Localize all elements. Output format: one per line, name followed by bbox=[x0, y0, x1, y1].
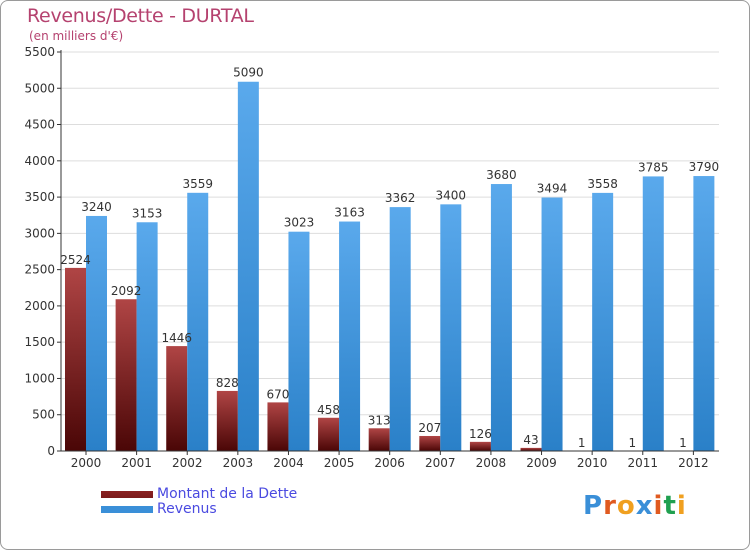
bar-debt-2000 bbox=[65, 267, 86, 451]
label-debt-2009: 43 bbox=[523, 433, 538, 447]
logo-letter: r bbox=[603, 491, 617, 521]
x-tick-label-2001: 2001 bbox=[121, 456, 152, 470]
bar-debt-2001 bbox=[115, 299, 137, 451]
legend: Montant de la Dette Revenus bbox=[101, 487, 297, 517]
legend-item-debt: Montant de la Dette bbox=[101, 487, 297, 502]
label-debt-2000: 2524 bbox=[60, 253, 91, 267]
label-revenue-2003: 5090 bbox=[233, 66, 264, 80]
label-debt-2002: 1446 bbox=[161, 331, 192, 345]
y-tick-label: 0 bbox=[47, 444, 55, 458]
label-debt-2010: 1 bbox=[578, 436, 586, 450]
label-revenue-2011: 3785 bbox=[638, 160, 669, 174]
bar-revenue-2009 bbox=[541, 197, 563, 451]
logo-letter: o bbox=[616, 491, 636, 521]
label-debt-2007: 207 bbox=[418, 421, 441, 435]
x-tick-label-2011: 2011 bbox=[627, 456, 658, 470]
label-revenue-2002: 3559 bbox=[182, 177, 213, 191]
bar-revenue-2000 bbox=[86, 215, 107, 451]
label-revenue-2010: 3558 bbox=[587, 177, 618, 191]
y-tick-label: 2000 bbox=[24, 299, 55, 313]
x-tick-label-2010: 2010 bbox=[577, 456, 608, 470]
bar-debt-2009 bbox=[520, 447, 542, 451]
x-tick-label-2002: 2002 bbox=[172, 456, 203, 470]
y-tick-label: 2500 bbox=[24, 263, 55, 277]
bar-revenue-2001 bbox=[136, 222, 158, 451]
label-revenue-2012: 3790 bbox=[689, 160, 720, 174]
legend-swatch-revenue bbox=[101, 505, 153, 513]
x-tick-label-2012: 2012 bbox=[678, 456, 709, 470]
axes: 0 500 1000 1500 2000 2500 3000 3500 4000 4500 5000… bbox=[24, 45, 719, 470]
bar-debt-2002 bbox=[166, 346, 188, 451]
label-debt-2004: 670 bbox=[267, 387, 290, 401]
bar-revenue-2008 bbox=[490, 184, 512, 452]
label-debt-2006: 313 bbox=[368, 413, 391, 427]
x-tick-label-2006: 2006 bbox=[374, 456, 405, 470]
label-debt-2005: 458 bbox=[317, 403, 340, 417]
bar-revenue-2003 bbox=[237, 81, 259, 451]
x-tick-label-2000: 2000 bbox=[71, 456, 102, 470]
bar-debt-2004 bbox=[267, 402, 289, 451]
y-tick-label: 1500 bbox=[24, 335, 55, 349]
bar-revenue-2007 bbox=[440, 204, 462, 451]
y-tick-label: 1000 bbox=[24, 371, 55, 385]
label-revenue-2000: 3240 bbox=[81, 200, 112, 214]
y-tick-label: 5500 bbox=[24, 45, 55, 59]
chart-title: Revenus/Dette - DURTAL bbox=[27, 5, 254, 27]
bar-revenue-2011 bbox=[642, 176, 664, 451]
bar-revenue-2004 bbox=[288, 231, 310, 451]
bar-debt-2006 bbox=[368, 428, 390, 451]
y-tick-label: 4500 bbox=[24, 118, 55, 132]
y-tick-label: 3000 bbox=[24, 226, 55, 240]
label-debt-2012: 1 bbox=[679, 436, 687, 450]
label-debt-2008: 126 bbox=[469, 427, 492, 441]
bar-revenue-2002 bbox=[187, 192, 209, 451]
label-revenue-2001: 3153 bbox=[132, 206, 163, 220]
label-revenue-2006: 3362 bbox=[385, 191, 416, 205]
legend-swatch-debt bbox=[101, 490, 153, 498]
data-labels: 2524 3240 2092 3153 1446 3559 828 5090 670 3023 45… bbox=[60, 66, 719, 450]
legend-label-revenue: Revenus bbox=[157, 501, 217, 517]
y-tick-label: 4000 bbox=[24, 154, 55, 168]
legend-label-debt: Montant de la Dette bbox=[157, 486, 298, 502]
chart-subtitle: (en milliers d'€) bbox=[29, 29, 124, 43]
x-tick-label-2009: 2009 bbox=[526, 456, 557, 470]
bar-debt-2008 bbox=[469, 441, 491, 451]
x-tick-label-2005: 2005 bbox=[324, 456, 355, 470]
y-tick-label: 5000 bbox=[24, 81, 55, 95]
logo-letter: t bbox=[663, 491, 677, 521]
logo-letter: i bbox=[676, 491, 687, 521]
proxiti-logo: Proxiti bbox=[583, 491, 687, 521]
x-tick-label-2004: 2004 bbox=[273, 456, 304, 470]
y-tick-label: 500 bbox=[32, 408, 55, 422]
bar-revenue-2012 bbox=[693, 176, 715, 451]
bar-debt-2007 bbox=[419, 435, 441, 451]
bar-revenue-2006 bbox=[389, 207, 411, 451]
label-debt-2011: 1 bbox=[628, 436, 636, 450]
x-tick-label-2007: 2007 bbox=[425, 456, 456, 470]
legend-item-revenue: Revenus bbox=[101, 502, 297, 517]
bar-debt-2005 bbox=[318, 417, 340, 451]
bar-revenue-2005 bbox=[339, 221, 361, 451]
bars bbox=[65, 81, 715, 452]
logo-letter: i bbox=[653, 491, 664, 521]
logo-letter: P bbox=[583, 491, 604, 521]
logo-letter: x bbox=[635, 491, 654, 521]
y-tick-label: 3500 bbox=[24, 190, 55, 204]
bar-debt-2003 bbox=[216, 390, 238, 451]
x-tick-label-2008: 2008 bbox=[476, 456, 507, 470]
label-debt-2003: 828 bbox=[216, 376, 239, 390]
x-tick-label-2003: 2003 bbox=[223, 456, 254, 470]
label-revenue-2009: 3494 bbox=[537, 182, 568, 196]
label-revenue-2005: 3163 bbox=[334, 206, 365, 220]
label-revenue-2007: 3400 bbox=[436, 188, 467, 202]
label-revenue-2004: 3023 bbox=[284, 216, 315, 230]
bar-revenue-2010 bbox=[592, 192, 614, 451]
label-revenue-2008: 3680 bbox=[486, 168, 517, 182]
label-debt-2001: 2092 bbox=[111, 284, 142, 298]
